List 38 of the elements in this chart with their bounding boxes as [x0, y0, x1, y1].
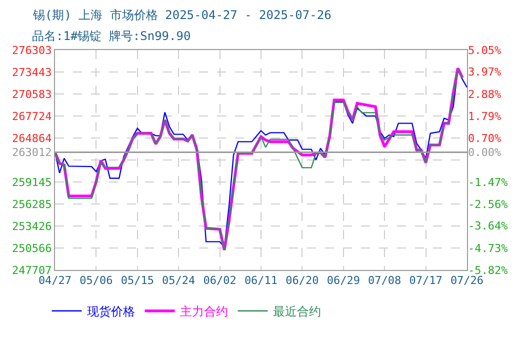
y-tick-label: 263012	[12, 146, 52, 160]
chart-subtitle: 品名:1#锡锭 牌号:Sn99.90	[32, 29, 191, 43]
y-tick-label: 273443	[12, 66, 52, 79]
y2-tick-label: 1.79%	[468, 110, 502, 123]
y2-tick-label: -4.73%	[468, 242, 508, 255]
y-tick-label: 256285	[12, 198, 52, 211]
y2-tick-label: -5.82%	[468, 264, 508, 277]
y-tick-label: 270583	[12, 88, 52, 101]
y2-tick-label: 0.00%	[468, 146, 502, 160]
x-tick-label: 07/08	[368, 274, 402, 288]
y2-tick-label: 5.05%	[468, 44, 502, 57]
x-tick-label: 05/24	[162, 274, 196, 288]
x-tick-label: 07/17	[409, 274, 442, 288]
y2-tick-label: 0.70%	[468, 132, 502, 145]
x-tick-label: 05/06	[80, 274, 113, 288]
x-tick-label: 04/27	[38, 274, 72, 288]
legend-label: 主力合约	[180, 304, 228, 319]
y-tick-label: 259145	[12, 176, 52, 189]
x-tick-label: 05/15	[120, 274, 154, 288]
y-tick-label: 247707	[12, 264, 52, 277]
legend-label: 现货价格	[86, 304, 135, 319]
x-tick-label: 07/26	[450, 274, 484, 288]
y2-tick-label: -2.56%	[468, 198, 508, 211]
chart-title: 锡(期) 上海 市场价格 2025-04-27 - 2025-07-26	[32, 8, 332, 22]
y-tick-label: 250566	[12, 242, 52, 255]
x-tick-label: 06/02	[203, 274, 236, 288]
legend-label: 最近合约	[272, 304, 321, 319]
y2-tick-label: 2.88%	[468, 88, 502, 101]
x-tick-label: 06/11	[244, 274, 278, 288]
x-tick-label: 06/29	[326, 274, 360, 288]
y2-tick-label: 3.97%	[468, 66, 502, 79]
y2-tick-label: -3.64%	[468, 220, 508, 233]
y2-tick-label: -1.47%	[468, 176, 508, 189]
y-tick-label: 267724	[12, 110, 52, 123]
x-tick-label: 06/20	[286, 274, 319, 288]
y-tick-label: 264864	[12, 132, 52, 145]
y-tick-label: 253426	[12, 220, 52, 233]
y-tick-label: 276303	[12, 44, 52, 57]
